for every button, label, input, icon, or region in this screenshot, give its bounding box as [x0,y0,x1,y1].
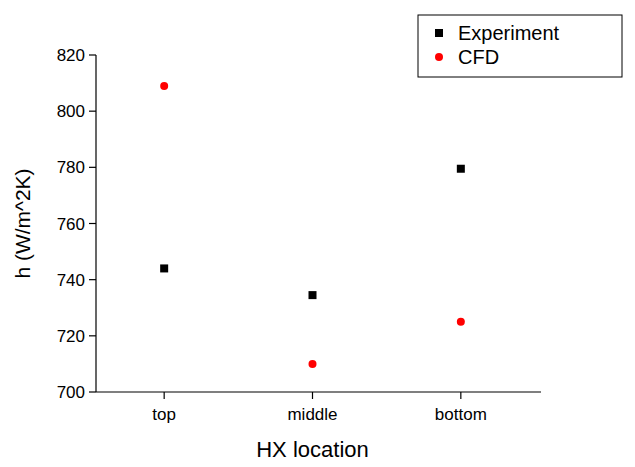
x-axis-title: HX location [256,437,369,462]
data-point [160,82,168,90]
data-point [309,360,317,368]
x-tick-label: middle [287,405,337,424]
y-tick-label: 800 [57,102,85,121]
y-tick-label: 720 [57,327,85,346]
legend-label: CFD [458,46,499,68]
y-tick-label: 700 [57,383,85,402]
y-tick [89,279,96,280]
y-tick [89,111,96,112]
legend-marker [435,29,443,37]
y-tick-label: 780 [57,158,85,177]
x-tick-label: top [152,405,176,424]
x-tick [164,392,165,399]
chart-container: 700 720 740 760 780 800 820 top middle bottom HX l… [0,0,635,467]
y-tick [89,335,96,336]
y-tick-label: 820 [57,46,85,65]
y-tick-label: 740 [57,271,85,290]
data-point [309,291,317,299]
y-tick [89,391,96,392]
data-point [457,318,465,326]
y-tick [89,223,96,224]
legend-box [418,15,622,77]
y-tick [89,54,96,55]
y-tick [89,167,96,168]
y-tick-label: 760 [57,215,85,234]
legend: ExperimentCFD [418,15,622,77]
legend-label: Experiment [458,22,560,44]
legend-marker [435,53,443,61]
x-tick [460,392,461,399]
data-point [160,264,168,272]
chart-svg: 700 720 740 760 780 800 820 top middle bottom HX l… [0,0,635,467]
background [0,0,635,467]
data-point [457,165,465,173]
x-tick [312,392,313,399]
x-axis-line [96,391,541,392]
y-axis-title: h (W/m^2K) [11,168,34,278]
plot-area [160,82,465,368]
x-tick-label: bottom [435,405,487,424]
